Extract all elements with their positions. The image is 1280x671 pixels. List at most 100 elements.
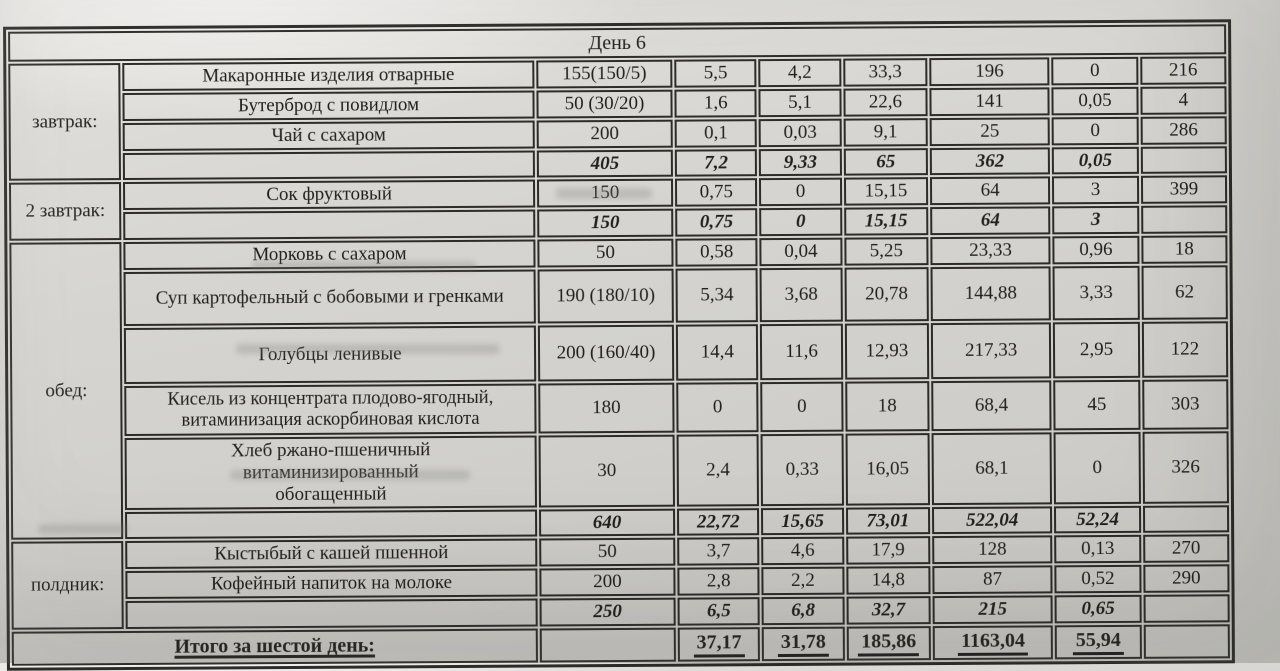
nutrient-value: 11,6 [760, 323, 843, 381]
nutrient-value: 14,4 [676, 324, 759, 381]
total-value: 0 [759, 208, 843, 237]
portion-value: 50 [537, 238, 674, 268]
total-value: 15,65 [761, 507, 844, 536]
nutrient-value: 0 [1051, 116, 1139, 145]
nutrient-value: 3,33 [1052, 265, 1140, 321]
nutrient-value: 0,03 [759, 118, 842, 147]
nutrient-value: 33,3 [842, 58, 928, 87]
nutrient-value: 3 [1052, 176, 1139, 205]
total-value: 9,33 [759, 148, 842, 177]
nutrient-value: 2,2 [761, 566, 845, 596]
total-portion: 250 [539, 597, 676, 627]
portion-value: 50 (30/20) [536, 89, 673, 119]
nutrient-value: 15,15 [843, 177, 929, 207]
portion-value: 50 [538, 538, 676, 567]
empty-cell [123, 150, 535, 181]
nutrient-value: 2,95 [1053, 321, 1140, 379]
nutrient-value: 5,5 [674, 59, 757, 88]
portion-value: 150 [536, 179, 674, 208]
nutrient-value: 5,25 [844, 237, 929, 266]
empty-cell [539, 627, 677, 663]
total-value: 7,2 [674, 148, 758, 178]
nutrient-value: 3,7 [677, 537, 760, 566]
nutrient-value: 0,75 [675, 178, 758, 208]
nutrient-value: 1,6 [674, 88, 758, 118]
grand-total-value: 55,94 [1055, 624, 1142, 660]
day-header-row: День 6 [8, 24, 1227, 62]
empty-cell [125, 598, 538, 629]
recipe-number: 290 [1142, 564, 1230, 593]
total-value: 73,01 [845, 506, 931, 536]
empty-cell [123, 209, 536, 241]
dish-name: Морковь с сахаром [123, 239, 536, 271]
portion-value: 155(150/5) [535, 59, 673, 89]
menu-row: Голубцы ленивые 200 (160/40) 14,4 11,6 1… [10, 321, 1229, 385]
nutrient-value: 0,13 [1054, 535, 1141, 564]
grand-total-label-text: Итого за шестой день: [174, 634, 375, 659]
total-value: 22,72 [677, 507, 760, 537]
total-value: 52,24 [1054, 505, 1141, 534]
total-value: 0,75 [675, 208, 758, 237]
nutrient-value: 0 [760, 381, 844, 433]
portion-value: 200 [536, 119, 673, 149]
grand-total-value: 31,78 [762, 626, 845, 662]
nutrient-value: 5,1 [758, 88, 842, 117]
total-value: 64 [930, 206, 1051, 236]
total-value: 0,05 [1052, 146, 1139, 175]
recipe-number: 326 [1142, 431, 1229, 504]
total-portion: 150 [536, 209, 674, 238]
nutrient-value: 0,04 [759, 237, 843, 267]
nutrient-value: 68,4 [931, 380, 1052, 432]
nutrient-value: 5,34 [675, 268, 759, 323]
recipe-number: 286 [1140, 115, 1227, 145]
empty-cell [1143, 624, 1230, 659]
dish-name: Кыстыбый с кашей пшенной [125, 538, 538, 570]
total-value: 3 [1052, 206, 1139, 235]
portion-value: 180 [537, 382, 675, 434]
portion-value: 190 (180/10) [537, 268, 675, 324]
nutrient-value: 0 [759, 178, 842, 207]
nutrient-value: 18 [844, 381, 930, 432]
meal-label-breakfast: завтрак: [8, 63, 122, 182]
nutrient-value: 17,9 [845, 536, 931, 565]
total-value: 6,8 [761, 596, 845, 626]
menu-table-photo: День 6 завтрак: Макаронные изделия отвар… [3, 19, 1236, 671]
nutrient-value: 2,4 [676, 434, 760, 507]
total-value: 522,04 [931, 505, 1053, 535]
recipe-number: 122 [1141, 321, 1229, 378]
nutrient-value: 3,68 [759, 267, 843, 323]
menu-row: Хлеб ржано-пшеничный витаминизированный … [11, 431, 1229, 510]
dish-name: Чай с сахаром [122, 120, 535, 151]
grand-total-label: Итого за шестой день: [11, 628, 538, 666]
nutrient-value: 64 [929, 176, 1051, 206]
nutrient-value: 196 [929, 57, 1050, 86]
empty-cell [1142, 504, 1230, 534]
nutrient-value: 23,33 [930, 236, 1051, 266]
dish-name: Сок фруктовый [123, 179, 535, 211]
nutrient-value: 14,8 [846, 566, 931, 595]
nutrient-value: 0,33 [760, 433, 844, 506]
dish-name: Хлеб ржано-пшеничный витаминизированный … [124, 435, 537, 510]
menu-row: Кисель из концентрата плодово-ягодный, в… [10, 379, 1229, 437]
total-portion: 640 [538, 508, 676, 537]
nutrient-value: 22,6 [843, 87, 928, 117]
dish-name: Кисель из концентрата плодово-ягодный, в… [124, 383, 537, 437]
nutrient-value: 9,1 [843, 117, 928, 147]
nutrient-value: 2,8 [677, 567, 760, 596]
meal-label-second-breakfast: 2 завтрак: [8, 182, 122, 241]
dish-name: Кофейный напиток на молоке [125, 568, 538, 600]
nutrient-value: 45 [1053, 379, 1141, 431]
meal-label-lunch: обед: [9, 242, 124, 541]
nutrient-value: 128 [932, 535, 1053, 565]
dish-name: Макаронные изделия отварные [122, 60, 535, 91]
meal-label-snack: полдник: [11, 541, 125, 630]
menu-row: Суп картофельный с бобовыми и гренками 1… [10, 265, 1228, 327]
nutrient-value: 25 [929, 117, 1051, 146]
nutrient-value: 0,05 [1051, 86, 1139, 116]
total-value: 15,15 [843, 207, 929, 236]
nutrient-value: 0 [1053, 431, 1141, 504]
nutrient-value: 0 [1051, 56, 1139, 86]
nutrient-value: 20,78 [844, 267, 929, 322]
nutrient-value: 4,2 [758, 58, 842, 87]
recipe-number: 62 [1141, 265, 1228, 320]
